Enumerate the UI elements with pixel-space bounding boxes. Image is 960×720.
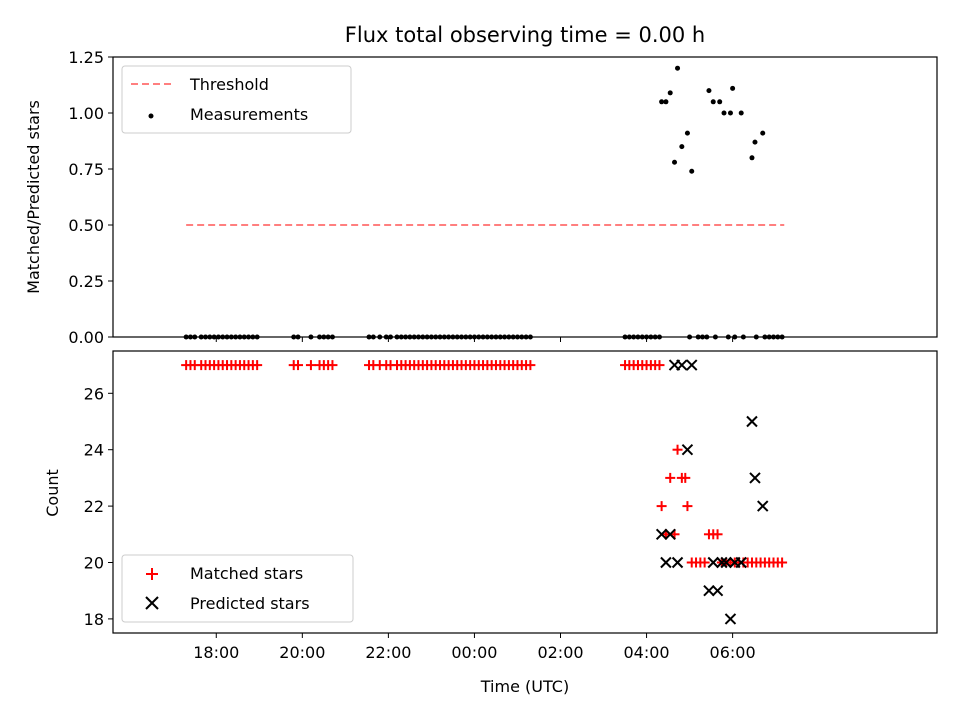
measurement-point xyxy=(760,130,766,136)
matched-star-point xyxy=(252,360,263,371)
x-axis-label: Time (UTC) xyxy=(480,677,569,696)
legend-measurements-swatch xyxy=(148,113,154,119)
bottom-plot-marks xyxy=(181,359,788,625)
legend-threshold-label: Threshold xyxy=(189,75,269,94)
matched-star-point xyxy=(656,501,667,512)
measurement-point xyxy=(689,168,695,174)
y-tick-label: 26 xyxy=(84,384,104,403)
measurement-point xyxy=(749,155,755,161)
legend-predicted-swatch xyxy=(145,596,159,610)
y-tick-label: 0.00 xyxy=(68,328,104,347)
y-tick-label: 22 xyxy=(84,497,104,516)
measurement-point xyxy=(717,99,723,105)
y-tick-label: 18 xyxy=(84,610,104,629)
predicted-star-point xyxy=(686,359,698,371)
measurement-point xyxy=(710,99,716,105)
measurement-point xyxy=(727,110,733,116)
predicted-star-point xyxy=(724,613,737,625)
y-tick-label: 0.75 xyxy=(68,160,104,179)
predicted-star-point xyxy=(664,528,676,541)
bottom-y-axis-label: Count xyxy=(43,469,62,517)
legend-matched-swatch xyxy=(146,568,158,580)
bottom-x-ticks: 18:00 20:00 22:00 00:00 02:00 04:00 06:00 xyxy=(193,633,756,662)
top-legend: Threshold Measurements xyxy=(121,65,352,134)
predicted-star-point xyxy=(711,584,724,597)
predicted-star-point xyxy=(655,528,668,541)
matched-star-point xyxy=(327,360,338,371)
matched-star-point xyxy=(682,501,693,512)
measurement-point xyxy=(738,110,744,116)
matched-star-point xyxy=(654,360,665,371)
y-tick-label: 1.00 xyxy=(68,104,104,123)
y-tick-label: 1.25 xyxy=(68,48,104,67)
top-y-ticks: 0.00 0.25 0.50 0.75 1.00 1.25 xyxy=(68,48,113,347)
matched-star-point xyxy=(305,360,316,371)
x-tick-label: 00:00 xyxy=(451,643,497,662)
predicted-star-point xyxy=(681,443,694,456)
bottom-axes-frame xyxy=(112,350,938,634)
measurement-point xyxy=(672,159,678,165)
matched-star-point xyxy=(777,557,788,568)
predicted-star-point xyxy=(716,556,728,569)
predicted-star-point xyxy=(720,556,732,569)
predicted-star-point xyxy=(746,415,758,428)
top-panel: Matched/Predicted stars 0.00 0.25 0.50 0.75… xyxy=(24,48,938,347)
bottom-legend-box xyxy=(121,554,354,623)
y-tick-label: 0.25 xyxy=(68,272,104,291)
x-tick-label: 06:00 xyxy=(710,643,756,662)
predicted-star-point xyxy=(660,556,672,569)
chart-title: Flux total observing time = 0.00 h xyxy=(345,23,705,47)
y-tick-label: 20 xyxy=(84,554,104,573)
measurement-point xyxy=(684,130,690,136)
x-tick-label: 18:00 xyxy=(193,643,239,662)
measurement-point xyxy=(752,139,758,145)
matched-star-point xyxy=(293,360,304,371)
matched-star-point xyxy=(680,472,691,483)
x-tick-label: 04:00 xyxy=(624,643,670,662)
measurement-point xyxy=(679,144,685,150)
measurement-point xyxy=(659,99,665,105)
top-plot-marks xyxy=(183,65,785,340)
measurement-point xyxy=(730,85,736,91)
y-tick-label: 0.50 xyxy=(68,216,104,235)
matched-star-point xyxy=(672,444,683,455)
predicted-star-point xyxy=(749,472,761,484)
predicted-star-point xyxy=(676,359,688,371)
y-tick-label: 24 xyxy=(84,441,104,460)
matched-star-point xyxy=(665,472,676,483)
measurement-point xyxy=(667,90,673,96)
top-axes-frame xyxy=(112,56,938,338)
measurement-point xyxy=(663,99,669,105)
x-tick-label: 22:00 xyxy=(365,643,411,662)
predicted-star-point xyxy=(671,556,684,569)
x-tick-label: 20:00 xyxy=(279,643,325,662)
matched-star-point xyxy=(712,529,723,540)
legend-predicted-label: Predicted stars xyxy=(190,594,310,613)
predicted-star-point xyxy=(703,584,715,597)
measurement-point xyxy=(721,110,727,116)
matched-star-point xyxy=(525,360,536,371)
bottom-legend: Matched stars Predicted stars xyxy=(121,554,354,623)
measurement-point xyxy=(706,88,712,94)
predicted-star-point xyxy=(735,556,747,569)
bottom-y-ticks: 18 20 22 24 26 xyxy=(84,384,113,629)
top-legend-box xyxy=(121,65,352,134)
predicted-star-point xyxy=(707,556,719,569)
top-y-axis-label: Matched/Predicted stars xyxy=(24,100,43,294)
legend-measurements-label: Measurements xyxy=(190,105,308,124)
matched-star-point xyxy=(699,557,710,568)
measurement-point xyxy=(675,65,681,71)
legend-matched-label: Matched stars xyxy=(190,564,303,583)
predicted-star-point xyxy=(757,500,769,512)
bottom-panel: Count Time (UTC) 18 20 22 24 26 18:00 20:00 22… xyxy=(43,350,938,696)
x-tick-label: 02:00 xyxy=(537,643,583,662)
